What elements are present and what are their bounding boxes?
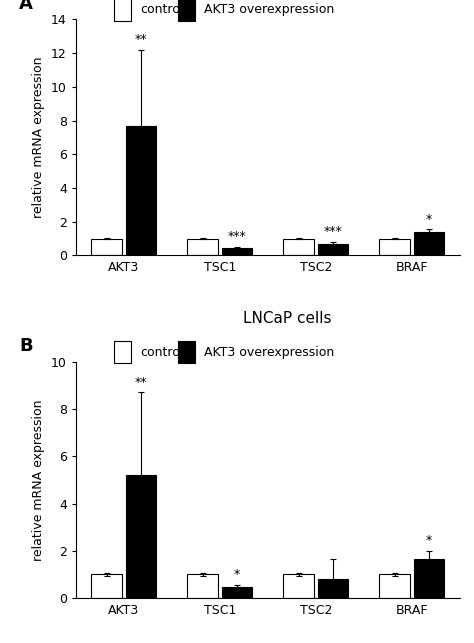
Text: LNCaP cells: LNCaP cells <box>243 311 331 327</box>
Text: *: * <box>426 534 432 547</box>
Text: AKT3 overexpression: AKT3 overexpression <box>204 346 335 359</box>
Text: control: control <box>140 346 184 359</box>
Text: B: B <box>19 338 33 356</box>
Text: ***: *** <box>324 225 342 238</box>
Bar <box>222 587 253 598</box>
Text: *: * <box>426 213 432 226</box>
Text: ***: *** <box>228 230 246 243</box>
Y-axis label: relative mRNA expression: relative mRNA expression <box>32 399 46 561</box>
Bar <box>318 244 348 255</box>
Text: *: * <box>234 568 240 581</box>
Bar <box>187 574 218 598</box>
Bar <box>283 239 314 255</box>
Bar <box>379 239 410 255</box>
Bar <box>283 574 314 598</box>
Bar <box>414 559 445 598</box>
Bar <box>126 475 156 598</box>
Text: control: control <box>140 3 184 16</box>
Bar <box>91 574 122 598</box>
Bar <box>91 239 122 255</box>
Bar <box>379 574 410 598</box>
Bar <box>126 125 156 255</box>
Text: A: A <box>19 0 33 13</box>
Bar <box>222 248 253 255</box>
Y-axis label: relative mRNA expression: relative mRNA expression <box>32 57 46 218</box>
Bar <box>187 239 218 255</box>
Bar <box>318 579 348 598</box>
Text: AKT3 overexpression: AKT3 overexpression <box>204 3 335 16</box>
Bar <box>414 232 445 255</box>
Text: **: ** <box>135 376 147 389</box>
Text: **: ** <box>135 33 147 46</box>
